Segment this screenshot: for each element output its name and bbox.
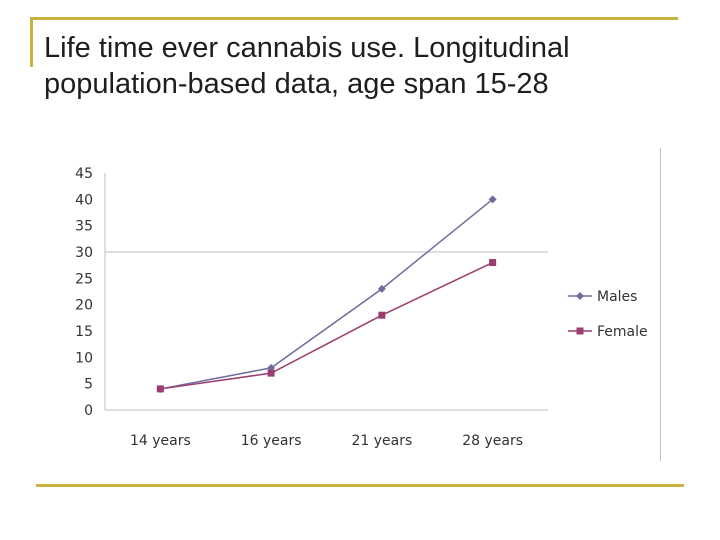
x-tick-label: 16 years — [241, 433, 302, 449]
series-female — [156, 259, 497, 393]
legend-label: Males — [597, 289, 637, 305]
data-point-males — [488, 195, 497, 204]
legend: Males Female — [568, 289, 648, 340]
frame-bottom-rule — [36, 484, 684, 487]
legend-item-males: Males — [568, 289, 637, 305]
chart-border-right — [660, 148, 661, 461]
x-tick-label: 28 years — [462, 433, 523, 449]
data-point-female — [378, 311, 386, 319]
legend-item-female: Female — [568, 324, 648, 340]
frame-left-rule — [30, 17, 33, 67]
series-layer — [156, 195, 497, 393]
x-tick-label: 14 years — [130, 433, 191, 449]
y-tick-label: 25 — [75, 271, 93, 287]
y-tick-label: 45 — [75, 166, 93, 182]
y-axis-ticks: 0 5 10 15 20 25 30 35 40 45 — [75, 166, 93, 419]
legend-marker — [576, 292, 584, 300]
y-tick-label: 15 — [75, 324, 93, 340]
series-line-males — [160, 198, 494, 390]
y-tick-label: 20 — [75, 298, 93, 314]
frame-top-rule — [30, 17, 678, 20]
x-axis-ticks: 14 years 16 years 21 years 28 years — [130, 433, 523, 449]
data-point-female — [267, 369, 275, 377]
y-tick-label: 40 — [75, 192, 93, 208]
data-point-female — [156, 385, 164, 393]
series-line-female — [160, 261, 493, 390]
y-tick-label: 30 — [75, 245, 93, 261]
y-tick-label: 5 — [84, 377, 93, 393]
data-point-female — [489, 259, 497, 267]
slide-title: Life time ever cannabis use. Longitudina… — [44, 30, 684, 102]
title-line-2: population-based data, age span 15-28 — [44, 68, 549, 100]
y-tick-label: 0 — [84, 403, 93, 419]
x-tick-label: 21 years — [351, 433, 412, 449]
legend-marker — [576, 327, 584, 335]
series-males — [156, 195, 497, 393]
grid-layer — [104, 173, 548, 411]
legend-label: Female — [597, 324, 648, 340]
y-tick-label: 10 — [75, 350, 93, 366]
y-tick-label: 35 — [75, 219, 93, 235]
title-line-1: Life time ever cannabis use. Longitudina… — [44, 32, 570, 64]
data-point-males — [377, 284, 386, 293]
